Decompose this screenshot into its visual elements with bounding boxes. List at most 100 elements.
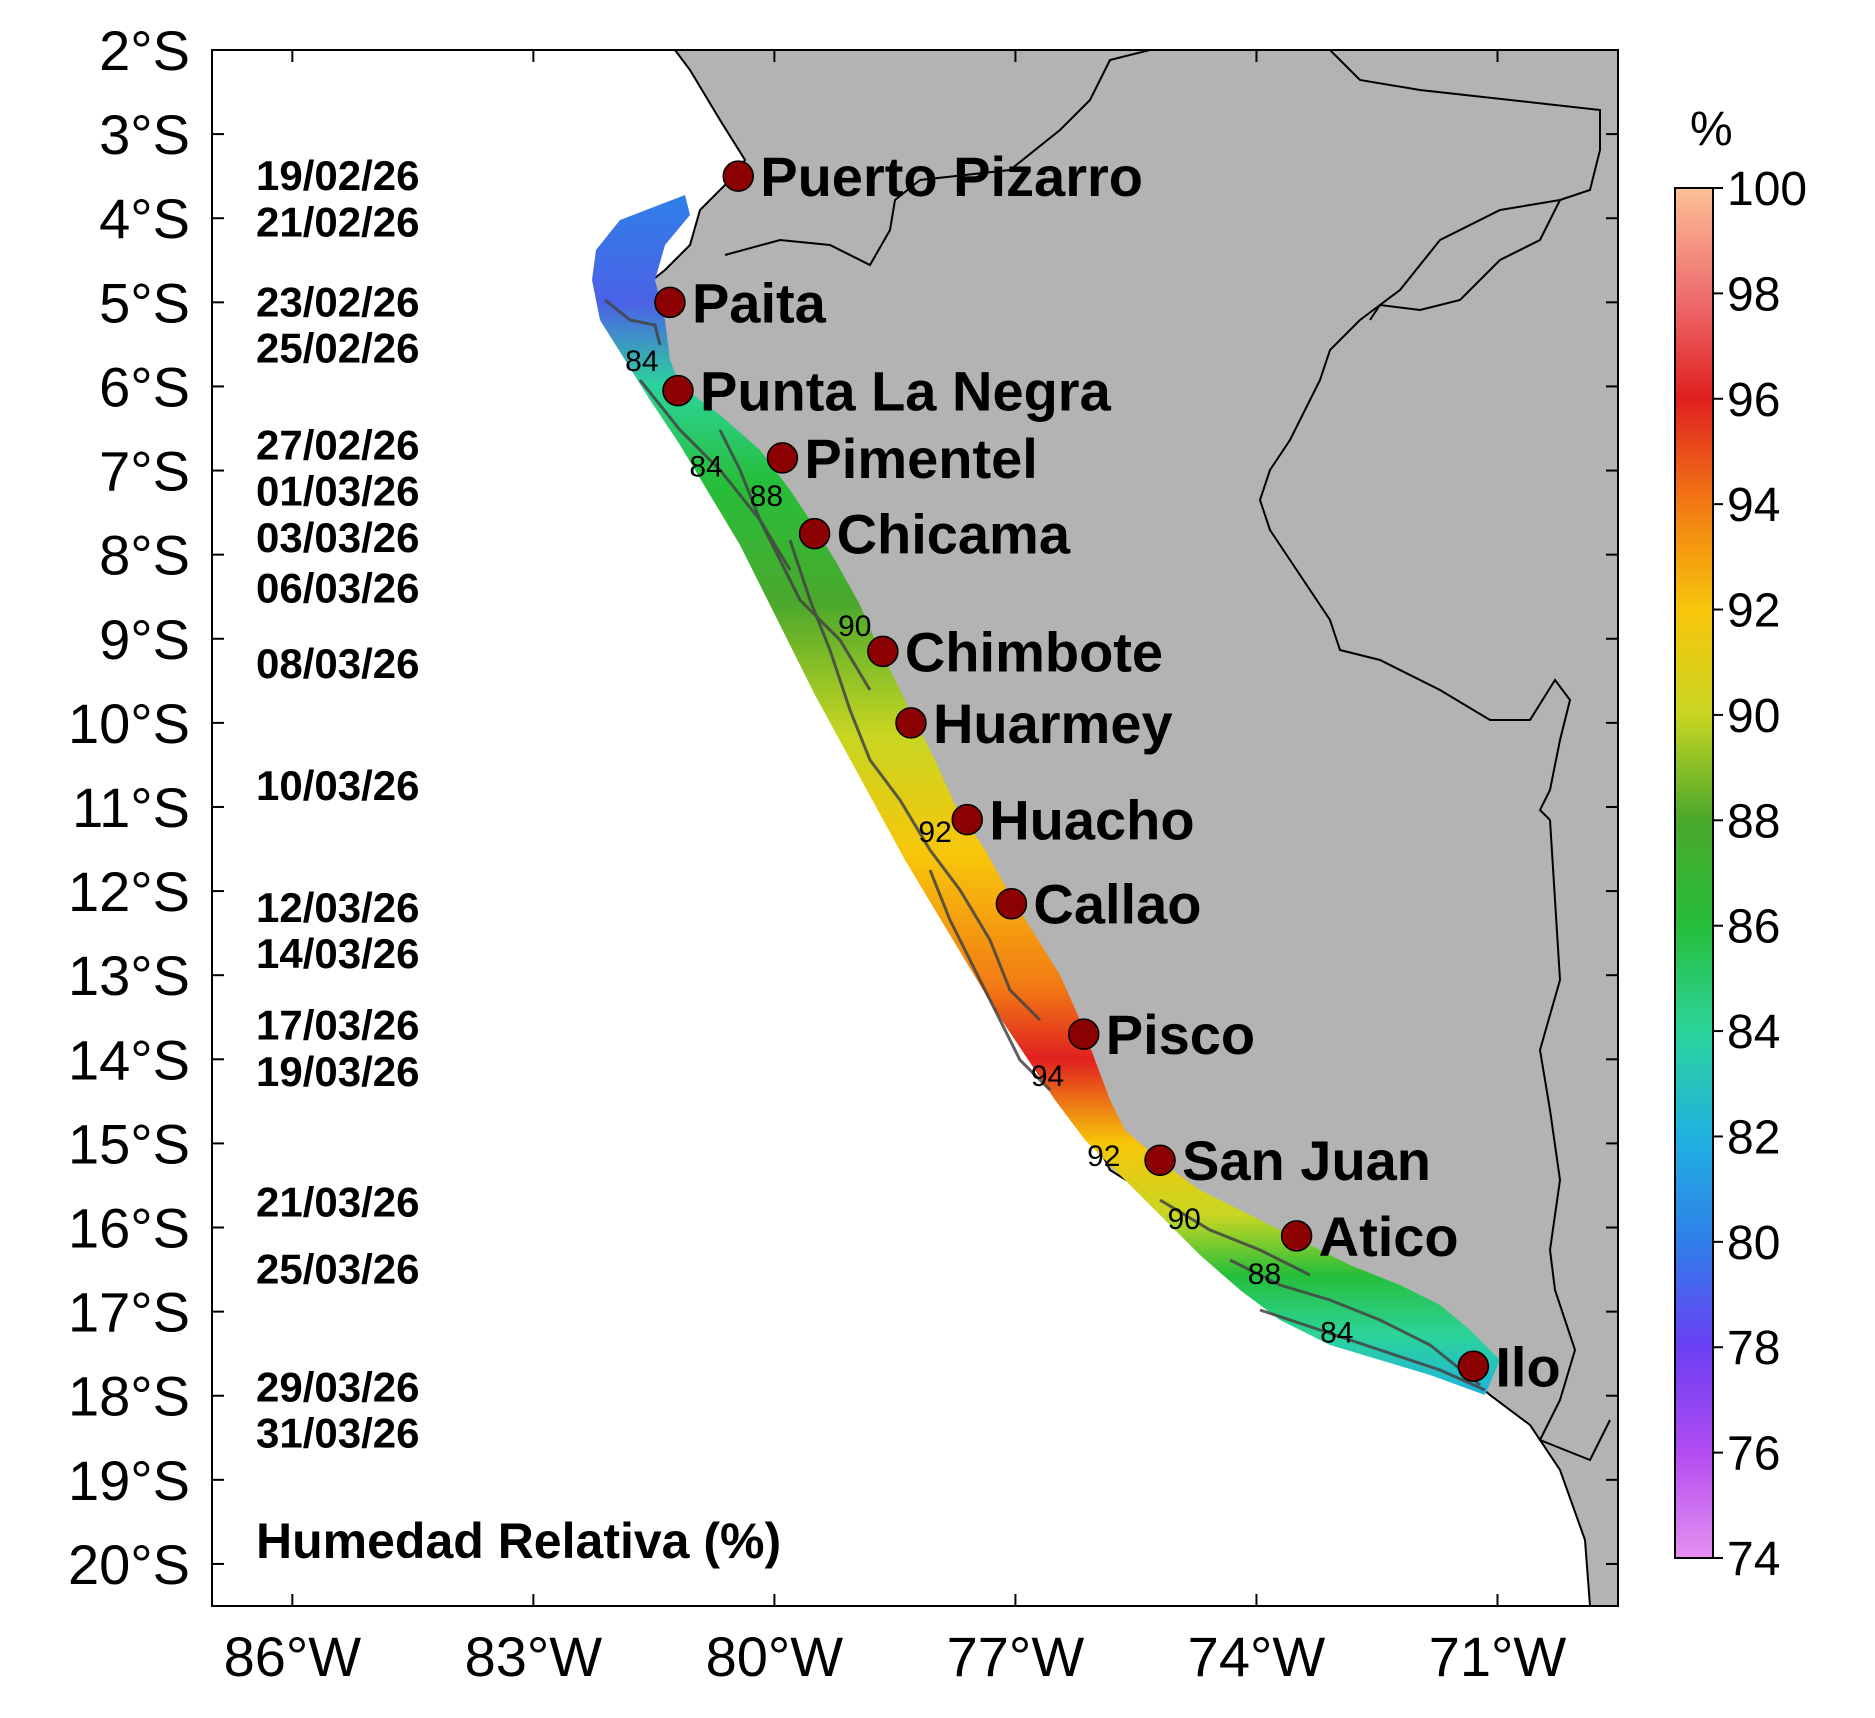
lon-tick-label: 74°W [1188, 1625, 1326, 1688]
contour-label: 84 [625, 345, 658, 378]
lon-tick-label: 80°W [706, 1625, 844, 1688]
date-label: 10/03/26 [256, 762, 420, 809]
lat-tick-label: 3°S [99, 103, 190, 166]
station-marker [766, 442, 799, 474]
station-label: Ilo [1495, 1335, 1560, 1398]
lat-tick-label: 4°S [99, 187, 190, 250]
axis-ticks: 86°W 83°W 80°W 77°W 74°W 71°W 2°S 3°S 4°S 5°S 6°S 7… [68, 19, 1618, 1688]
lat-tick-label: 12°S [68, 860, 190, 923]
stations: Puerto Pizarro Paita Punta La NegraPimente… [654, 145, 1561, 1398]
station-marker [951, 803, 983, 836]
contour-lines [604, 298, 1486, 1392]
date-label: 12/03/26 [256, 884, 420, 931]
date-label: 25/03/26 [256, 1246, 420, 1293]
contour-label: 94 [1031, 1060, 1064, 1093]
lat-tick-label: 11°S [72, 776, 190, 839]
colorbar-tick-label: 88 [1727, 795, 1780, 848]
date-label: 19/02/26 [256, 152, 420, 199]
date-label: 14/03/26 [256, 930, 420, 977]
lat-tick-label: 10°S [68, 692, 190, 755]
station-marker [662, 374, 694, 407]
date-label: 01/03/26 [256, 468, 420, 515]
country-borders [724, 50, 1611, 1462]
station-label: Punta La Negra [700, 360, 1112, 423]
station-marker [867, 635, 899, 668]
colorbar-tick-label: 94 [1727, 479, 1780, 532]
lon-tick-label: 71°W [1429, 1625, 1567, 1688]
date-label: 19/03/26 [256, 1048, 420, 1095]
map-title: Humedad Relativa (%) [256, 1513, 781, 1569]
lat-tick-label: 16°S [68, 1197, 190, 1260]
lat-tick-label: 13°S [68, 944, 190, 1007]
lat-tick-label: 9°S [99, 608, 190, 671]
colorbar-tick-label: 78 [1727, 1322, 1780, 1375]
station-label: Chicama [837, 503, 1071, 566]
station-label: Atico [1319, 1205, 1459, 1268]
date-label: 21/03/26 [256, 1178, 420, 1225]
colorbar-ticks: 100 98 96 94 92 90 88 86 84 82 80 78 76 74 [1713, 163, 1807, 1586]
colorbar-title: % [1690, 103, 1733, 156]
station-label: Callao [1033, 873, 1201, 936]
date-label: 06/03/26 [256, 564, 420, 611]
station-marker [1457, 1350, 1490, 1383]
contour-label: 92 [918, 816, 951, 849]
colorbar-tick-label: 92 [1727, 585, 1780, 638]
map-frame [211, 49, 1619, 1607]
colorbar-tick-label: 98 [1727, 268, 1780, 321]
date-label: 21/02/26 [256, 198, 420, 245]
lat-tick-label: 14°S [68, 1028, 190, 1091]
date-label: 23/02/26 [256, 278, 420, 325]
lat-tick-label: 15°S [68, 1112, 190, 1175]
colorbar-tick-label: 90 [1727, 690, 1780, 743]
station-label: Pimentel [804, 427, 1037, 490]
station-label: Chimbote [905, 620, 1163, 683]
lon-tick-label: 86°W [224, 1625, 362, 1688]
station-marker [1144, 1144, 1176, 1176]
lat-tick-label: 20°S [68, 1533, 190, 1596]
contour-label: 88 [750, 480, 783, 513]
colorbar: % 100 98 96 94 92 90 88 86 84 82 80 78 76 74 [1674, 103, 1807, 1586]
contour-labels: 84 84 88 90 92 94 92 90 88 84 [625, 345, 1353, 1349]
date-label: 27/02/26 [256, 421, 420, 468]
station-marker [1067, 1018, 1100, 1050]
colorbar-tick-label: 82 [1727, 1111, 1780, 1164]
lat-tick-label: 17°S [68, 1281, 190, 1344]
contour-label: 90 [838, 610, 871, 643]
lon-tick-label: 83°W [465, 1625, 603, 1688]
colorbar-tick-label: 100 [1727, 163, 1807, 216]
station-label: Pisco [1106, 1003, 1255, 1066]
contour-label: 84 [1320, 1317, 1353, 1350]
lat-tick-label: 18°S [68, 1365, 190, 1428]
colorbar-ramp [1674, 187, 1714, 1559]
lat-tick-label: 8°S [99, 524, 190, 587]
colorbar-tick-label: 84 [1727, 1006, 1780, 1059]
contour-label: 90 [1167, 1203, 1200, 1236]
station-label: Huacho [989, 789, 1194, 852]
station-marker [798, 517, 831, 550]
colorbar-tick-label: 96 [1727, 374, 1780, 427]
lat-tick-label: 19°S [68, 1449, 190, 1512]
station-marker [722, 160, 754, 192]
date-label: 29/03/26 [256, 1363, 420, 1410]
station-marker [895, 707, 927, 739]
station-label: San Juan [1182, 1129, 1431, 1192]
lat-tick-label: 6°S [99, 355, 190, 418]
date-label: 31/03/26 [256, 1410, 420, 1457]
contour-label: 92 [1087, 1140, 1120, 1173]
contour-label: 84 [689, 450, 722, 483]
lat-tick-label: 2°S [99, 19, 190, 82]
colorbar-tick-label: 76 [1727, 1428, 1780, 1481]
station-marker [995, 887, 1028, 920]
date-label: 08/03/26 [256, 640, 420, 687]
station-label: Paita [692, 271, 827, 334]
lat-tick-label: 7°S [99, 440, 190, 503]
date-label: 17/03/26 [256, 1002, 420, 1049]
map-area: 84 84 88 90 92 94 92 90 88 84 Puerto Pizarro Paita… [212, 50, 1618, 1606]
colorbar-tick-label: 80 [1727, 1217, 1780, 1270]
date-label: 03/03/26 [256, 514, 420, 561]
station-label: Puerto Pizarro [760, 145, 1143, 208]
station-marker [1280, 1220, 1313, 1252]
date-label: 25/02/26 [256, 325, 420, 372]
